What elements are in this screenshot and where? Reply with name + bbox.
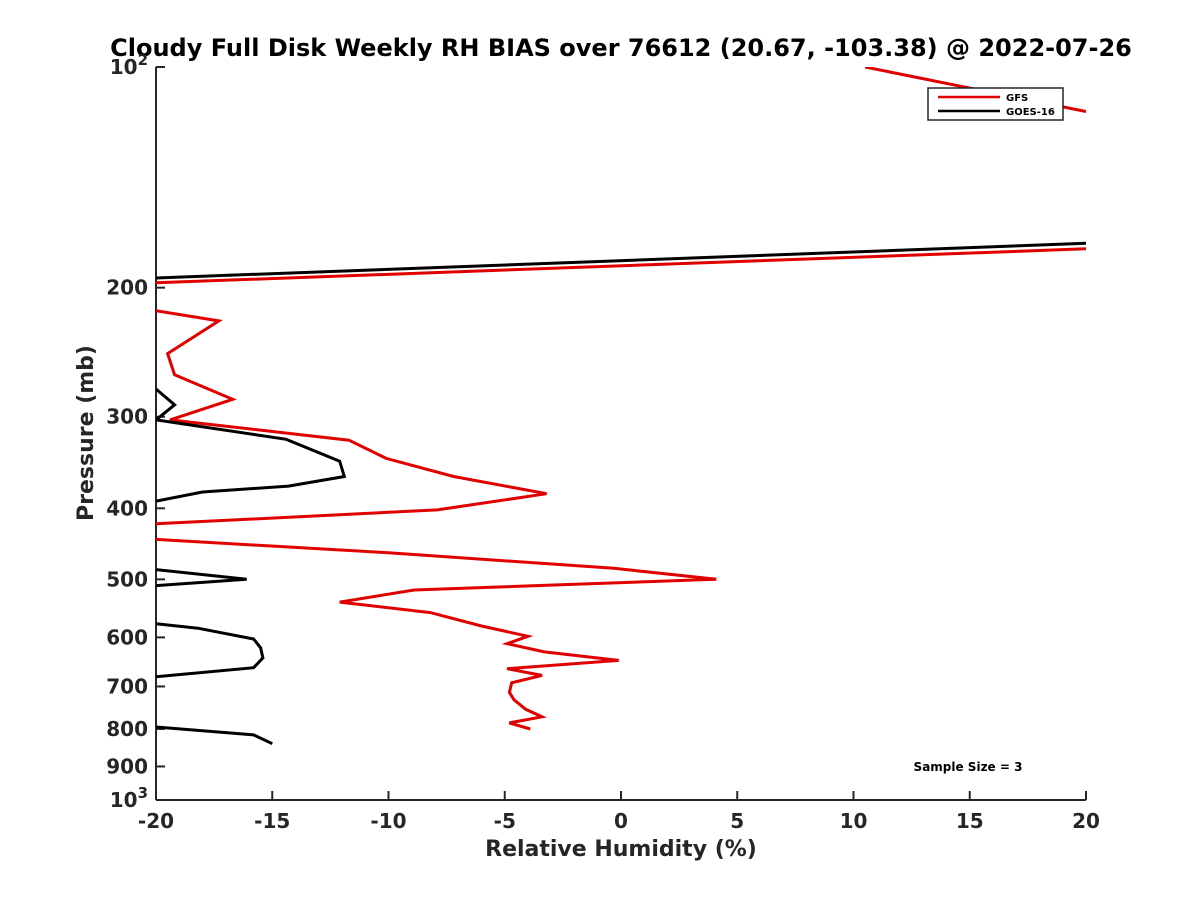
x-tick-label: 10: [840, 809, 868, 833]
legend-label-goes-16: GOES-16: [1006, 107, 1055, 118]
x-axis-label: Relative Humidity (%): [485, 837, 757, 862]
y-tick-label: 600: [106, 625, 148, 649]
y-tick-label: 200: [106, 276, 148, 300]
x-tick-label: 15: [956, 809, 984, 833]
x-tick-label: -15: [254, 809, 290, 833]
chart-title: Cloudy Full Disk Weekly RH BIAS over 766…: [110, 34, 1132, 62]
y-tick-label: 800: [106, 717, 148, 741]
legend-label-gfs: GFS: [1006, 93, 1028, 104]
y-tick-label: 400: [106, 496, 148, 520]
goes-16-series-line: [156, 387, 177, 422]
y-tick-label: 500: [106, 567, 148, 591]
legend: GFS GOES-16: [927, 87, 1064, 121]
x-tick-label: 20: [1072, 809, 1100, 833]
goes-16-series-line: [156, 241, 1086, 280]
plot-area: -20 -15 -10 -5 0 5 10 15 20 102 200 300 400 500 600 700…: [106, 51, 1100, 833]
goes-16-series-line: [156, 568, 247, 588]
y-tick-label: 300: [106, 405, 148, 429]
x-tick-label: -5: [494, 809, 516, 833]
goes-16-series-line: [156, 725, 273, 746]
x-tick-label: 5: [730, 809, 744, 833]
x-tick-label: 0: [614, 809, 628, 833]
y-tick-label: 900: [106, 754, 148, 778]
gfs-series-line: [156, 537, 717, 731]
gfs-series-line: [156, 309, 547, 526]
y-tick-label: 102: [110, 51, 148, 79]
series-lines: [156, 67, 1086, 746]
y-axis-label: Pressure (mb): [74, 345, 99, 521]
x-tick-label: -20: [138, 809, 174, 833]
y-tick-label: 103: [110, 784, 148, 812]
goes-16-series-line: [156, 622, 265, 679]
goes-16-series-line: [156, 418, 347, 503]
y-tick-label: 700: [106, 674, 148, 698]
legend-box: [927, 87, 1064, 121]
gfs-series-line: [156, 247, 1086, 285]
x-tick-label: -10: [370, 809, 406, 833]
sample-size-annotation: Sample Size = 3: [914, 760, 1023, 774]
